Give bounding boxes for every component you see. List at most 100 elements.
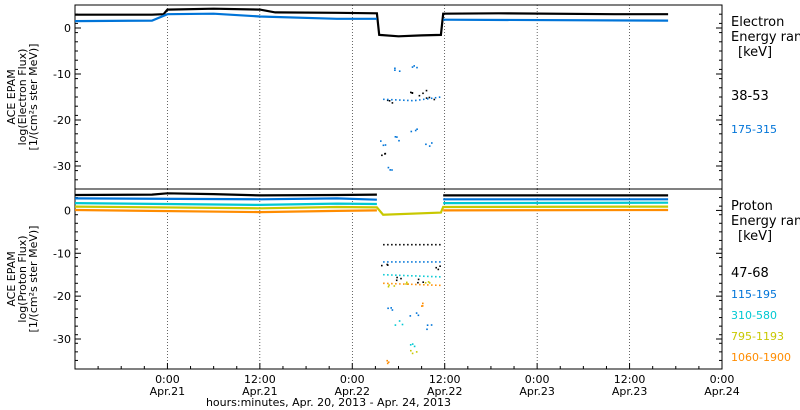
proton-legend-entry: 310-580 xyxy=(731,309,777,322)
time-axis-tick-time: 0:00 xyxy=(525,373,550,386)
proton-series-point-795-1193 xyxy=(410,349,412,352)
time-axis-title: hours:minutes, Apr. 20, 2013 - Apr. 24, … xyxy=(206,396,451,409)
electron-time-gridlines xyxy=(167,5,723,189)
proton-series-point-47-68 xyxy=(387,264,389,266)
electron-series-point-175-315 xyxy=(411,66,414,68)
electron-series-point-38-53 xyxy=(433,98,436,101)
proton-series xyxy=(74,192,669,365)
electron-panel: 0 -10 -20 -30 ACE EPAM log(Electron Flux) [… xyxy=(5,4,800,190)
proton-series-point-1060-1900 xyxy=(421,305,424,307)
proton-series-point-47-68 xyxy=(437,268,440,271)
time-axis-tick-time: 0:00 xyxy=(155,373,180,386)
proton-ytick-label: -10 xyxy=(53,247,71,260)
electron-series-point-38-53 xyxy=(388,100,391,102)
electron-series-point-175-315 xyxy=(394,136,397,138)
electron-series-point-175-315 xyxy=(380,140,382,142)
proton-series-point-115-195 xyxy=(430,324,433,326)
proton-series-point-1060-1900 xyxy=(421,305,423,307)
time-axis-tick-time: 0:00 xyxy=(340,373,365,386)
proton-ylabel-line3: [1/(cm²s ster MeV)] xyxy=(27,226,40,333)
proton-series-point-310-580 xyxy=(398,320,401,322)
proton-series-point-115-195 xyxy=(426,328,428,331)
proton-series-point-115-195 xyxy=(415,312,418,314)
proton-series-point-310-580 xyxy=(394,324,397,326)
proton-series-point-795-1193 xyxy=(427,281,430,283)
proton-legend-entry: 115-195 xyxy=(731,288,777,301)
proton-legend-entry: 795-1193 xyxy=(731,330,784,343)
electron-series-point-175-315 xyxy=(398,139,400,142)
time-axis-tick-time: 12:00 xyxy=(244,373,276,386)
electron-series-line-175-315 xyxy=(383,96,442,102)
electron-series-line-175-315 xyxy=(74,12,377,23)
time-axis-tick-time: 12:00 xyxy=(429,373,461,386)
proton-series-line-795-1193 xyxy=(74,205,669,216)
electron-series-point-175-315 xyxy=(414,129,417,132)
proton-series-point-115-195 xyxy=(417,314,420,317)
proton-ytick-label: -20 xyxy=(53,290,71,303)
proton-series-line-1060-1900 xyxy=(74,208,377,214)
proton-series-point-47-68 xyxy=(396,276,398,279)
electron-series-point-175-315 xyxy=(394,69,396,71)
electron-series-point-175-315 xyxy=(382,144,385,147)
electron-series xyxy=(74,7,669,171)
electron-series-point-175-315 xyxy=(413,65,415,67)
electron-series-point-38-53 xyxy=(422,92,424,95)
proton-series-point-795-1193 xyxy=(388,284,390,286)
time-axis-tick-date: Apr.21 xyxy=(242,385,278,398)
proton-series-point-47-68 xyxy=(381,264,383,267)
electron-series-point-175-315 xyxy=(398,70,401,72)
electron-series-point-175-315 xyxy=(396,136,398,138)
proton-legend-unit: [keV] xyxy=(738,229,772,244)
proton-y-axis-ticks: 0 -10 -20 -30 xyxy=(53,188,722,370)
proton-series-point-47-68 xyxy=(439,265,441,267)
electron-series-point-175-315 xyxy=(384,144,387,146)
proton-legend-entries: 47-68 115-195 310-580 795-1193 1060-1900 xyxy=(731,266,791,364)
proton-ytick-label: -30 xyxy=(53,333,71,346)
proton-panel: 0 -10 -20 -30 ACE EPAM log(Proton Flux) [1/… xyxy=(5,188,800,370)
electron-series-point-38-53 xyxy=(411,92,414,94)
proton-ytick-label: 0 xyxy=(64,204,71,217)
proton-legend-title: Proton xyxy=(731,199,773,214)
electron-series-point-175-315 xyxy=(416,128,418,130)
electron-series-point-38-53 xyxy=(381,154,383,157)
proton-series-point-310-580 xyxy=(411,343,414,345)
proton-series-line-1060-1900 xyxy=(383,282,441,287)
proton-series-point-310-580 xyxy=(409,344,412,346)
electron-legend-entries: 38-53 175-315 xyxy=(731,89,777,136)
electron-series-point-38-53 xyxy=(425,97,428,99)
time-axis-tick-date: Apr.23 xyxy=(612,385,648,398)
proton-legend-energy-range: Energy ran xyxy=(731,214,800,229)
proton-series-line-115-195 xyxy=(74,197,377,201)
electron-series-point-38-53 xyxy=(410,91,412,94)
proton-series-point-115-195 xyxy=(391,309,394,311)
proton-series-point-795-1193 xyxy=(411,352,414,355)
proton-series-point-795-1193 xyxy=(387,285,390,288)
electron-legend-unit: [keV] xyxy=(738,45,772,60)
electron-series-point-175-315 xyxy=(391,169,393,171)
electron-series-point-38-53 xyxy=(384,153,386,155)
proton-series-point-1060-1900 xyxy=(387,361,390,363)
proton-series-point-47-68 xyxy=(417,281,419,284)
proton-series-point-310-580 xyxy=(413,345,416,348)
proton-series-point-795-1193 xyxy=(415,351,418,353)
electron-series-point-175-315 xyxy=(387,166,390,169)
proton-series-line-47-68 xyxy=(74,192,377,197)
proton-series-point-1060-1900 xyxy=(386,359,388,362)
proton-series-point-795-1193 xyxy=(424,282,427,284)
electron-ylabel-line1: ACE EPAM xyxy=(5,69,18,124)
time-axis-tick-date: Apr.22 xyxy=(335,385,371,398)
time-axis-tick-date: Apr.21 xyxy=(150,385,186,398)
electron-series-point-175-315 xyxy=(425,143,427,146)
electron-series-point-175-315 xyxy=(410,130,413,133)
proton-series-point-47-68 xyxy=(395,279,398,282)
proton-series-point-795-1193 xyxy=(393,285,396,287)
proton-series-point-47-68 xyxy=(417,278,420,281)
electron-series-point-38-53 xyxy=(391,102,394,104)
electron-series-point-175-315 xyxy=(416,66,418,69)
proton-legend-entry: 47-68 xyxy=(731,266,769,281)
proton-series-point-115-195 xyxy=(390,307,392,309)
proton-ylabel-line2: log(Proton Flux) xyxy=(16,235,29,322)
time-axis-tick-time: 12:00 xyxy=(614,373,646,386)
proton-series-point-1060-1900 xyxy=(386,362,389,365)
electron-series-point-175-315 xyxy=(431,142,433,144)
